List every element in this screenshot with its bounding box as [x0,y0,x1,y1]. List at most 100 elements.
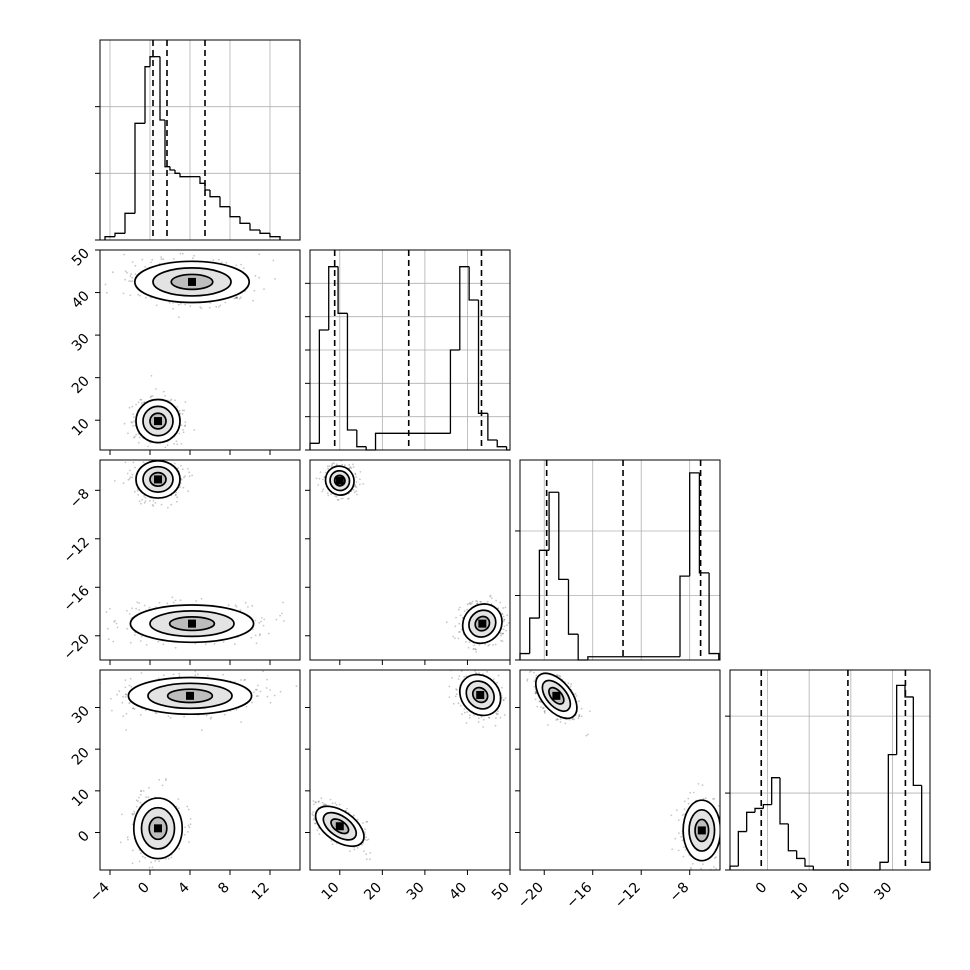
density-peak-0-2-0 [154,475,162,484]
scatter-point-0-1-1-428 [149,396,152,399]
scatter-point-0-2-0-421 [158,457,160,459]
scatter-point-0-3-0-217 [155,712,158,715]
scatter-point-0-1-0-20 [225,261,228,264]
scatter-point-0-2-1-484 [171,596,174,599]
scatter-point-0-1-1-200 [140,398,143,401]
scatter-point-0-3-1-296 [121,813,123,816]
scatter-point-1-2-0-255 [327,494,330,497]
hist-bin-1-13 [496,440,507,448]
scatter-point-0-3-1-244 [138,860,141,863]
scatter-point-1-2-0-297 [326,465,329,468]
scatter-point-1-2-1-113 [501,640,504,642]
scatter-point-0-1-0-115 [144,266,147,268]
scatter-point-0-3-0-388 [223,713,226,716]
scatter-point-0-3-1-349 [148,786,150,789]
scatter-point-0-2-0-197 [175,491,178,494]
scatter-point-1-2-1-274 [488,643,491,646]
scatter-point-1-2-1-24 [467,646,470,649]
scatter-point-0-1-0-244 [104,283,107,286]
hist-bin-1-7 [374,432,451,450]
scatter-point-0-1-0-218 [253,289,256,292]
scatter-point-0-3-0-25 [140,672,143,674]
histogram-panel-3 [725,669,931,871]
scatter-point-0-2-1-103 [283,620,285,622]
scatter-point-1-2-1-258 [495,599,497,602]
scatter-point-1-3-1-416 [465,722,468,724]
scatter-point-0-1-0-367 [178,316,180,319]
scatter-point-0-2-1-216 [113,621,115,623]
scatter-point-0-3-1-4 [138,796,140,799]
density-peak-0-1-1 [154,417,162,426]
hist-bin-1-5 [356,430,367,448]
scatter-point-1-3-0-337 [313,803,315,806]
scatter-point-0-3-1-42 [150,861,153,864]
scatter-point-1-3-1-414 [482,718,485,721]
scatter-point-1-3-1-309 [511,691,513,693]
scatter-point-0-2-1-174 [107,638,110,641]
scatter-point-0-3-0-278 [295,685,298,688]
scatter-point-1-3-0-130 [318,800,320,803]
scatter-point-1-3-1-422 [468,714,471,717]
scatter-point-0-3-0-413 [122,715,125,717]
scatter-point-0-2-0-79 [131,473,134,476]
scatter-point-0-3-0-274 [244,678,247,681]
scatter-point-0-1-1-319 [132,425,134,427]
scatter-point-0-2-1-273 [204,643,207,646]
scatter-point-0-3-0-333 [162,674,165,677]
scatter-point-0-2-0-205 [159,457,161,459]
scatter-point-0-1-1-423 [135,433,138,436]
scatter-point-1-2-0-326 [352,489,355,491]
scatter-point-1-2-0-158 [327,467,329,470]
scatter-point-0-2-0-188 [129,476,132,478]
scatter-point-1-3-0-349 [364,838,366,841]
scatter-point-1-2-1-366 [489,595,491,598]
scatter-point-0-1-1-186 [184,421,187,423]
scatter-point-1-2-0-246 [354,485,356,488]
scatter-point-0-1-1-71 [133,420,136,423]
scatter-point-1-2-1-404 [473,647,475,650]
scatter-point-0-2-1-471 [262,624,265,627]
scatter-point-2-3-0-90 [556,718,559,721]
scatter-point-1-3-1-321 [461,713,463,716]
scatter-point-0-3-0-123 [124,679,127,681]
scatter-point-1-2-1-136 [502,615,505,618]
scatter-point-0-3-1-247 [139,801,142,804]
scatter-point-1-3-0-353 [314,801,317,803]
scatter-point-0-2-0-407 [179,486,181,489]
scatter-point-0-3-0-431 [266,695,269,698]
scatter-point-1-2-1-172 [474,648,477,650]
scatter-point-1-3-1-399 [488,716,490,719]
scatter-point-1-2-1-40 [454,637,456,640]
hist-bin-1-4 [346,313,357,431]
scatter-point-2-3-0-57 [556,718,559,720]
scatter-point-0-1-1-262 [169,399,172,402]
scatter-point-1-2-0-260 [331,462,334,465]
scatter-point-0-2-0-235 [144,500,147,503]
scatter-point-0-3-0-265 [183,667,185,669]
scatter-point-1-3-0-215 [323,803,326,806]
scatter-point-1-3-0-212 [320,797,323,800]
hist-bin-0-3 [134,122,145,214]
scatter-point-1-3-0-417 [362,822,364,824]
scatter-point-0-2-1-187 [258,621,261,624]
scatter-point-0-1-1-352 [133,436,135,439]
scatter-point-0-2-1-37 [251,604,254,607]
scatter-point-0-3-1-266 [164,857,167,860]
scatter-point-0-2-1-508 [145,644,148,646]
scatter-point-1-2-1-220 [469,601,471,604]
scatter-point-0-1-0-36 [131,280,134,282]
scatter-point-0-2-0-424 [151,504,154,506]
scatter-point-0-3-1-400 [135,799,138,802]
hist-bin-0-8 [164,120,170,168]
scatter-point-0-3-0-378 [240,679,242,681]
scatter-point-1-2-0-13 [340,497,342,500]
scatter-point-0-3-0-40 [121,701,124,704]
scatter-point-1-3-1-110 [496,681,499,684]
scatter-point-2-3-0-123 [536,705,539,708]
scatter-point-1-3-1-125 [448,696,451,698]
scatter-point-1-3-0-185 [346,807,348,810]
scatter-point-0-3-1-130 [119,841,122,844]
scatter-point-1-2-0-41 [349,466,352,468]
scatter-point-1-2-0-160 [348,464,351,466]
scatter-point-0-2-1-386 [282,601,284,604]
